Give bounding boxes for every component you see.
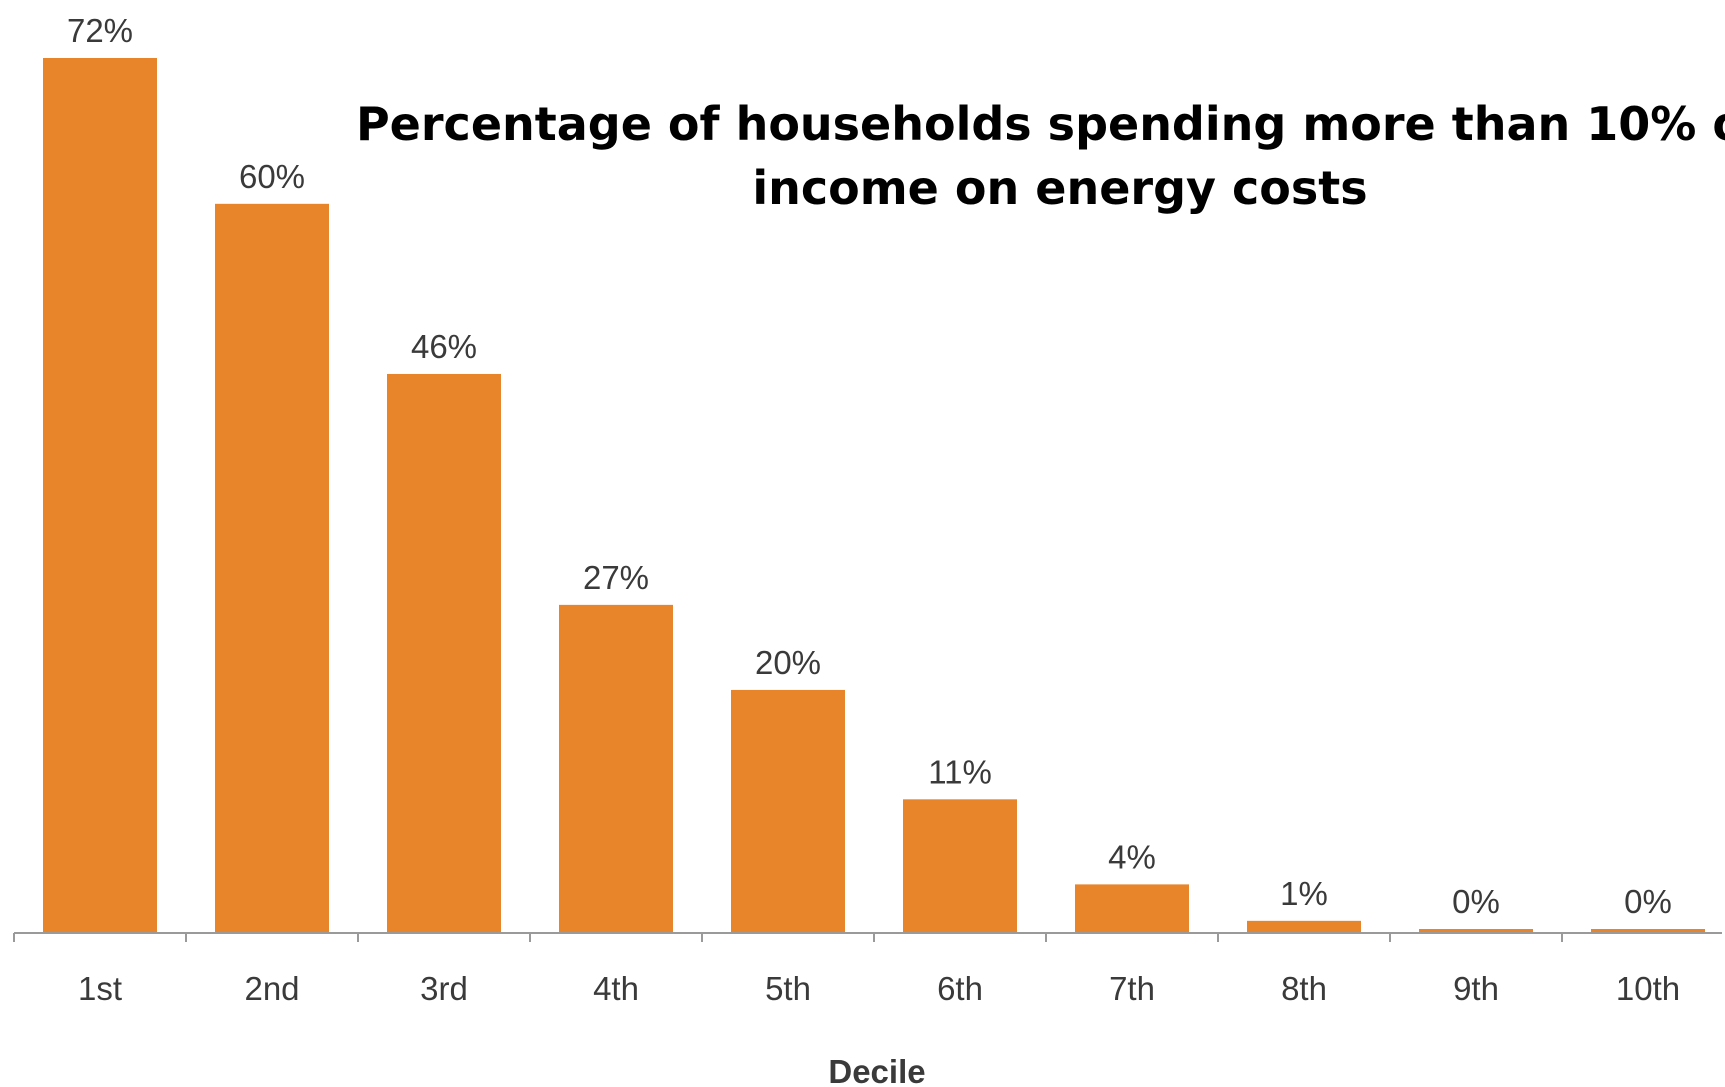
value-label-7th: 4% bbox=[1108, 838, 1156, 875]
tick-label-10th: 10th bbox=[1616, 970, 1680, 1007]
x-axis-tick-labels: 1st 2nd 3rd 4th 5th 6th 7th 8th 9th 10th bbox=[78, 970, 1680, 1007]
bar-7th bbox=[1075, 884, 1189, 933]
value-label-5th: 20% bbox=[755, 644, 821, 681]
bar-2nd bbox=[215, 203, 329, 934]
chart-title-line-1: Percentage of households spending more t… bbox=[356, 97, 1725, 151]
tick-label-8th: 8th bbox=[1281, 970, 1327, 1007]
value-label-6th: 11% bbox=[928, 753, 992, 790]
value-label-3rd: 46% bbox=[411, 328, 477, 365]
tick-label-5th: 5th bbox=[765, 970, 811, 1007]
bar-1st bbox=[43, 58, 157, 933]
value-label-1st: 72% bbox=[67, 12, 133, 49]
bars-group bbox=[43, 58, 1705, 934]
bar-3rd bbox=[387, 373, 501, 933]
value-label-2nd: 60% bbox=[239, 158, 305, 195]
value-label-4th: 27% bbox=[583, 559, 649, 596]
bar-10th bbox=[1591, 929, 1705, 933]
tick-label-7th: 7th bbox=[1109, 970, 1155, 1007]
tick-label-1st: 1st bbox=[78, 970, 122, 1007]
tick-label-4th: 4th bbox=[593, 970, 639, 1007]
bar-6th bbox=[903, 799, 1017, 933]
value-label-9th: 0% bbox=[1452, 883, 1500, 920]
x-axis-ticks bbox=[13, 933, 1563, 942]
value-label-8th: 1% bbox=[1280, 875, 1328, 912]
bar-8th bbox=[1247, 920, 1361, 933]
tick-label-3rd: 3rd bbox=[420, 970, 468, 1007]
value-label-10th: 0% bbox=[1624, 883, 1672, 920]
bar-4th bbox=[559, 604, 673, 933]
x-axis-title: Decile bbox=[828, 1053, 925, 1087]
value-labels-group: 72% 60% 46% 27% 20% 11% 4% 1% 0% 0% bbox=[67, 12, 1672, 920]
tick-label-2nd: 2nd bbox=[244, 970, 299, 1007]
bar-5th bbox=[731, 689, 845, 933]
chart-title-line-2: income on energy costs bbox=[752, 161, 1367, 215]
tick-label-6th: 6th bbox=[937, 970, 983, 1007]
tick-label-9th: 9th bbox=[1453, 970, 1499, 1007]
bar-9th bbox=[1419, 929, 1533, 933]
